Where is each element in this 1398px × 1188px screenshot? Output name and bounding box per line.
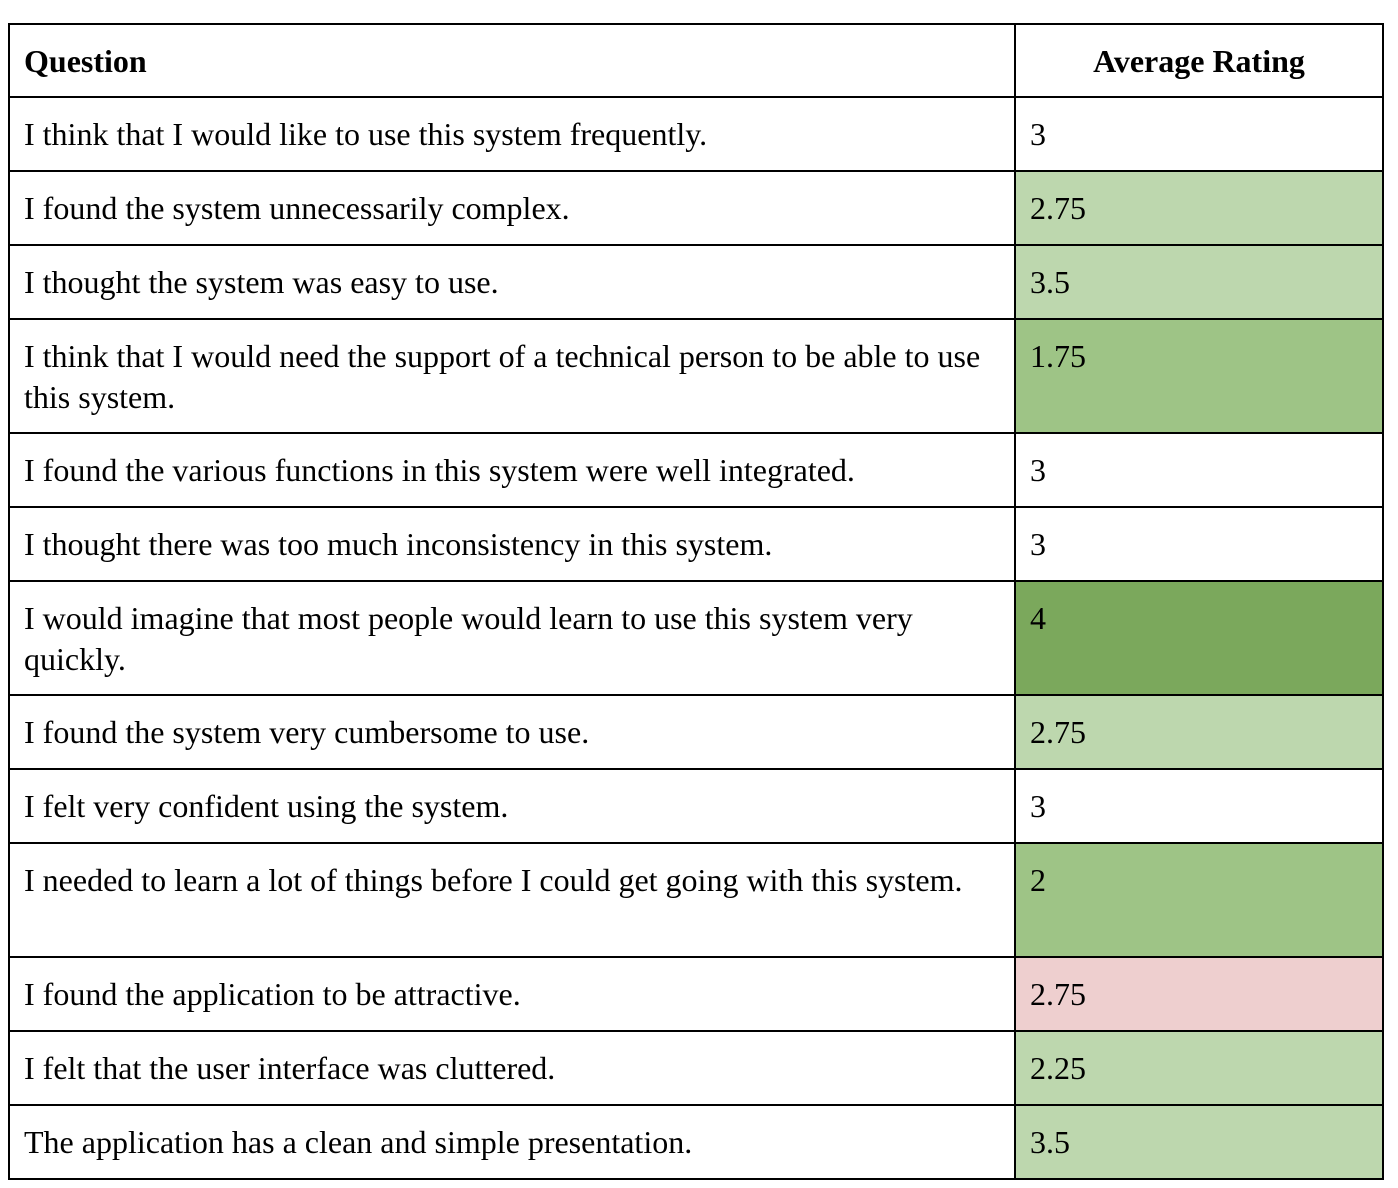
question-cell: I think that I would need the support of… <box>8 318 1016 434</box>
rating-cell: 3.5 <box>1014 1104 1384 1180</box>
rating-cell: 4 <box>1014 580 1384 696</box>
question-cell: I found the system unnecessarily complex… <box>8 170 1016 246</box>
table-row: I think that I would like to use this sy… <box>8 96 1384 172</box>
table-row: I think that I would need the support of… <box>8 318 1384 434</box>
question-cell: I thought there was too much inconsisten… <box>8 506 1016 582</box>
table-row: I would imagine that most people would l… <box>8 580 1384 696</box>
question-cell: I think that I would like to use this sy… <box>8 96 1016 172</box>
table-row: I felt very confident using the system. … <box>8 768 1384 844</box>
table-row: I found the system very cumbersome to us… <box>8 694 1384 770</box>
table-row: I thought the system was easy to use. 3.… <box>8 244 1384 320</box>
rating-cell: 2.25 <box>1014 1030 1384 1106</box>
rating-cell: 3.5 <box>1014 244 1384 320</box>
table-row: I needed to learn a lot of things before… <box>8 842 1384 958</box>
ratings-table-container: Question Average Rating I think that I w… <box>8 23 1384 1180</box>
question-cell: I found the application to be attractive… <box>8 956 1016 1032</box>
question-cell: I found the system very cumbersome to us… <box>8 694 1016 770</box>
question-cell: I felt that the user interface was clutt… <box>8 1030 1016 1106</box>
rating-cell: 3 <box>1014 506 1384 582</box>
rating-cell: 2.75 <box>1014 170 1384 246</box>
table-row: I found the application to be attractive… <box>8 956 1384 1032</box>
question-cell: I needed to learn a lot of things before… <box>8 842 1016 958</box>
table-row: I thought there was too much inconsisten… <box>8 506 1384 582</box>
table-row: I felt that the user interface was clutt… <box>8 1030 1384 1106</box>
question-cell: I would imagine that most people would l… <box>8 580 1016 696</box>
question-cell: I felt very confident using the system. <box>8 768 1016 844</box>
table-row: I found the system unnecessarily complex… <box>8 170 1384 246</box>
table-row: The application has a clean and simple p… <box>8 1104 1384 1180</box>
ratings-table: Question Average Rating I think that I w… <box>8 23 1384 1180</box>
rating-cell: 3 <box>1014 96 1384 172</box>
rating-cell: 2 <box>1014 842 1384 958</box>
table-row: I found the various functions in this sy… <box>8 432 1384 508</box>
rating-cell: 2.75 <box>1014 956 1384 1032</box>
rating-cell: 2.75 <box>1014 694 1384 770</box>
question-cell: I found the various functions in this sy… <box>8 432 1016 508</box>
header-question: Question <box>8 23 1016 98</box>
rating-cell: 3 <box>1014 432 1384 508</box>
question-cell: The application has a clean and simple p… <box>8 1104 1016 1180</box>
question-cell: I thought the system was easy to use. <box>8 244 1016 320</box>
rating-cell: 1.75 <box>1014 318 1384 434</box>
table-header-row: Question Average Rating <box>8 23 1384 98</box>
header-average-rating: Average Rating <box>1014 23 1384 98</box>
rating-cell: 3 <box>1014 768 1384 844</box>
